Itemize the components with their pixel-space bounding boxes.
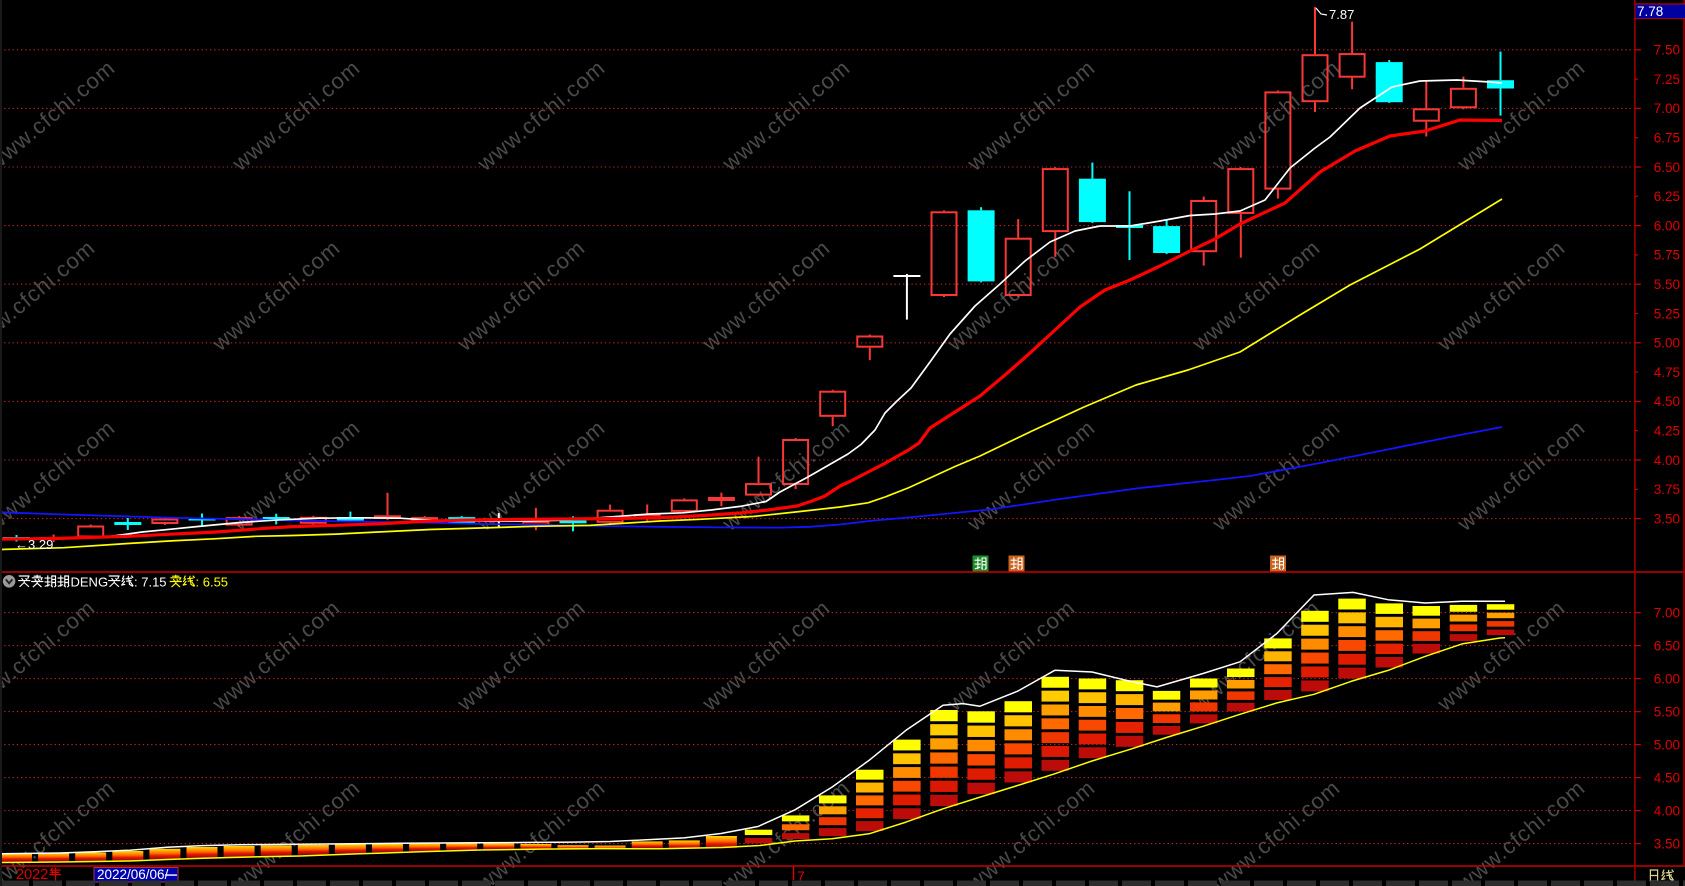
svg-text:4.50: 4.50 xyxy=(1654,394,1680,409)
svg-text:←3.29: ←3.29 xyxy=(15,537,53,552)
svg-text:3.50: 3.50 xyxy=(1654,836,1680,851)
svg-text:5.25: 5.25 xyxy=(1654,306,1680,321)
svg-text:7.78: 7.78 xyxy=(1637,4,1663,19)
svg-text:6.50: 6.50 xyxy=(1654,160,1680,175)
svg-text:7.87: 7.87 xyxy=(1329,7,1354,22)
svg-text:6.00: 6.00 xyxy=(1654,218,1680,233)
svg-text:7.50: 7.50 xyxy=(1654,43,1680,58)
svg-text:4.25: 4.25 xyxy=(1654,424,1680,439)
svg-text:5.00: 5.00 xyxy=(1654,336,1680,351)
svg-text:5.00: 5.00 xyxy=(1654,737,1680,752)
svg-text:5.50: 5.50 xyxy=(1654,277,1680,292)
svg-text:7: 7 xyxy=(797,868,805,884)
svg-text:4.00: 4.00 xyxy=(1654,803,1680,818)
svg-text:7.25: 7.25 xyxy=(1654,72,1680,87)
svg-text:4.75: 4.75 xyxy=(1654,365,1680,380)
svg-text:2022: 2022 xyxy=(16,867,48,883)
svg-text:6.00: 6.00 xyxy=(1654,671,1680,686)
svg-text:: 6.55: : 6.55 xyxy=(196,575,229,590)
svg-text:6.75: 6.75 xyxy=(1654,131,1680,146)
svg-text:2022/06/06/: 2022/06/06/ xyxy=(97,867,169,882)
svg-text:4.00: 4.00 xyxy=(1654,453,1680,468)
svg-text:5.75: 5.75 xyxy=(1654,248,1680,263)
svg-text:6.25: 6.25 xyxy=(1654,189,1680,204)
svg-text:5.50: 5.50 xyxy=(1654,704,1680,719)
svg-text:7.00: 7.00 xyxy=(1654,605,1680,620)
svg-text:4.50: 4.50 xyxy=(1654,770,1680,785)
svg-text:3.75: 3.75 xyxy=(1654,482,1680,497)
svg-text:7.00: 7.00 xyxy=(1654,101,1680,116)
svg-text:DENG: DENG xyxy=(71,575,109,590)
svg-text:3.50: 3.50 xyxy=(1654,511,1680,526)
svg-text:6.50: 6.50 xyxy=(1654,638,1680,653)
svg-text:: 7.15: : 7.15 xyxy=(134,575,167,590)
